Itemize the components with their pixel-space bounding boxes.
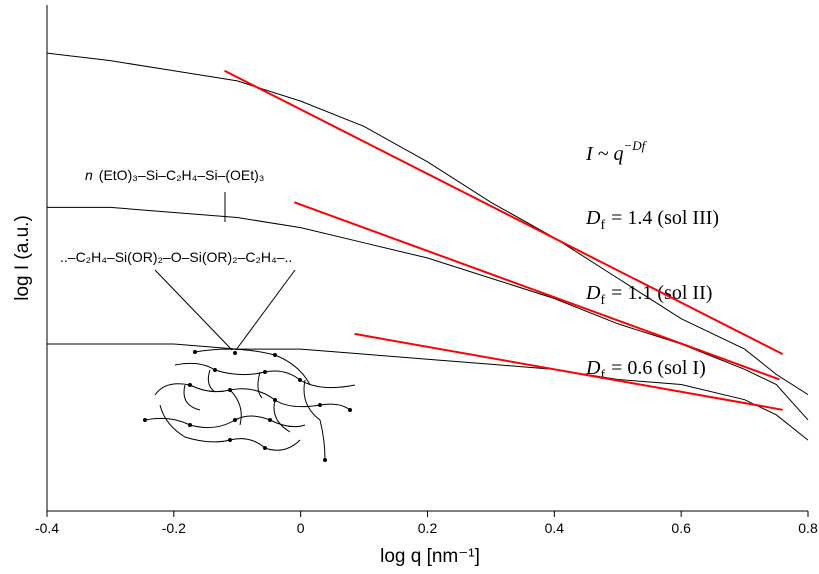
fit-subscript: f — [600, 218, 605, 233]
power-law: I ~ q−Df — [585, 138, 648, 165]
precursor-formula: n (EtO)₃–Si–C₂H₄–Si–(OEt)₃ — [85, 167, 265, 183]
x-tick-label: -0.2 — [162, 520, 186, 536]
series-line — [224, 69, 784, 356]
fit-label: Df = 0.6 (sol I) — [585, 357, 706, 383]
precursor-text: (EtO)₃–Si–C₂H₄–Si–(OEt)₃ — [99, 167, 265, 183]
x-tick-label: 0.2 — [418, 520, 438, 536]
power-law-base: I ~ q — [585, 143, 623, 165]
x-tick-label: 0 — [297, 520, 305, 536]
y-axis-title: log I (a.u.) — [12, 215, 33, 301]
power-law-exponent: −Df — [623, 138, 647, 153]
x-axis-title: log q [nm⁻¹] — [380, 546, 480, 567]
annotations: I ~ q−Df Df = 1.4 (sol III) Df = 1.1 (sol … — [60, 138, 719, 383]
series-line — [354, 332, 783, 411]
fit-label: Df = 1.4 (sol III) — [585, 207, 719, 233]
fit-subscript: f — [600, 368, 605, 383]
x-tick-label: 0.8 — [798, 520, 818, 536]
x-tick-label: 0.4 — [545, 520, 565, 536]
series-line — [47, 343, 809, 441]
fit-subscript: f — [600, 293, 605, 308]
precursor-n: n — [85, 167, 93, 183]
fit-text: = 0.6 (sol I) — [611, 357, 706, 379]
x-tick-label: -0.4 — [35, 520, 59, 536]
chain-formula: ..–C₂H₄–Si(OR)₂–O–Si(OR)₂–C₂H₄–.. — [60, 249, 292, 265]
network-sketch — [143, 192, 356, 462]
fit-text: = 1.4 (sol III) — [611, 207, 719, 229]
series-line — [46, 52, 809, 396]
fit-symbol: D — [585, 207, 601, 229]
fit-symbol: D — [585, 357, 601, 379]
x-tick-label: 0.6 — [671, 520, 691, 536]
series-line — [293, 201, 780, 381]
fit-symbol: D — [585, 282, 601, 304]
series-line — [47, 206, 809, 421]
